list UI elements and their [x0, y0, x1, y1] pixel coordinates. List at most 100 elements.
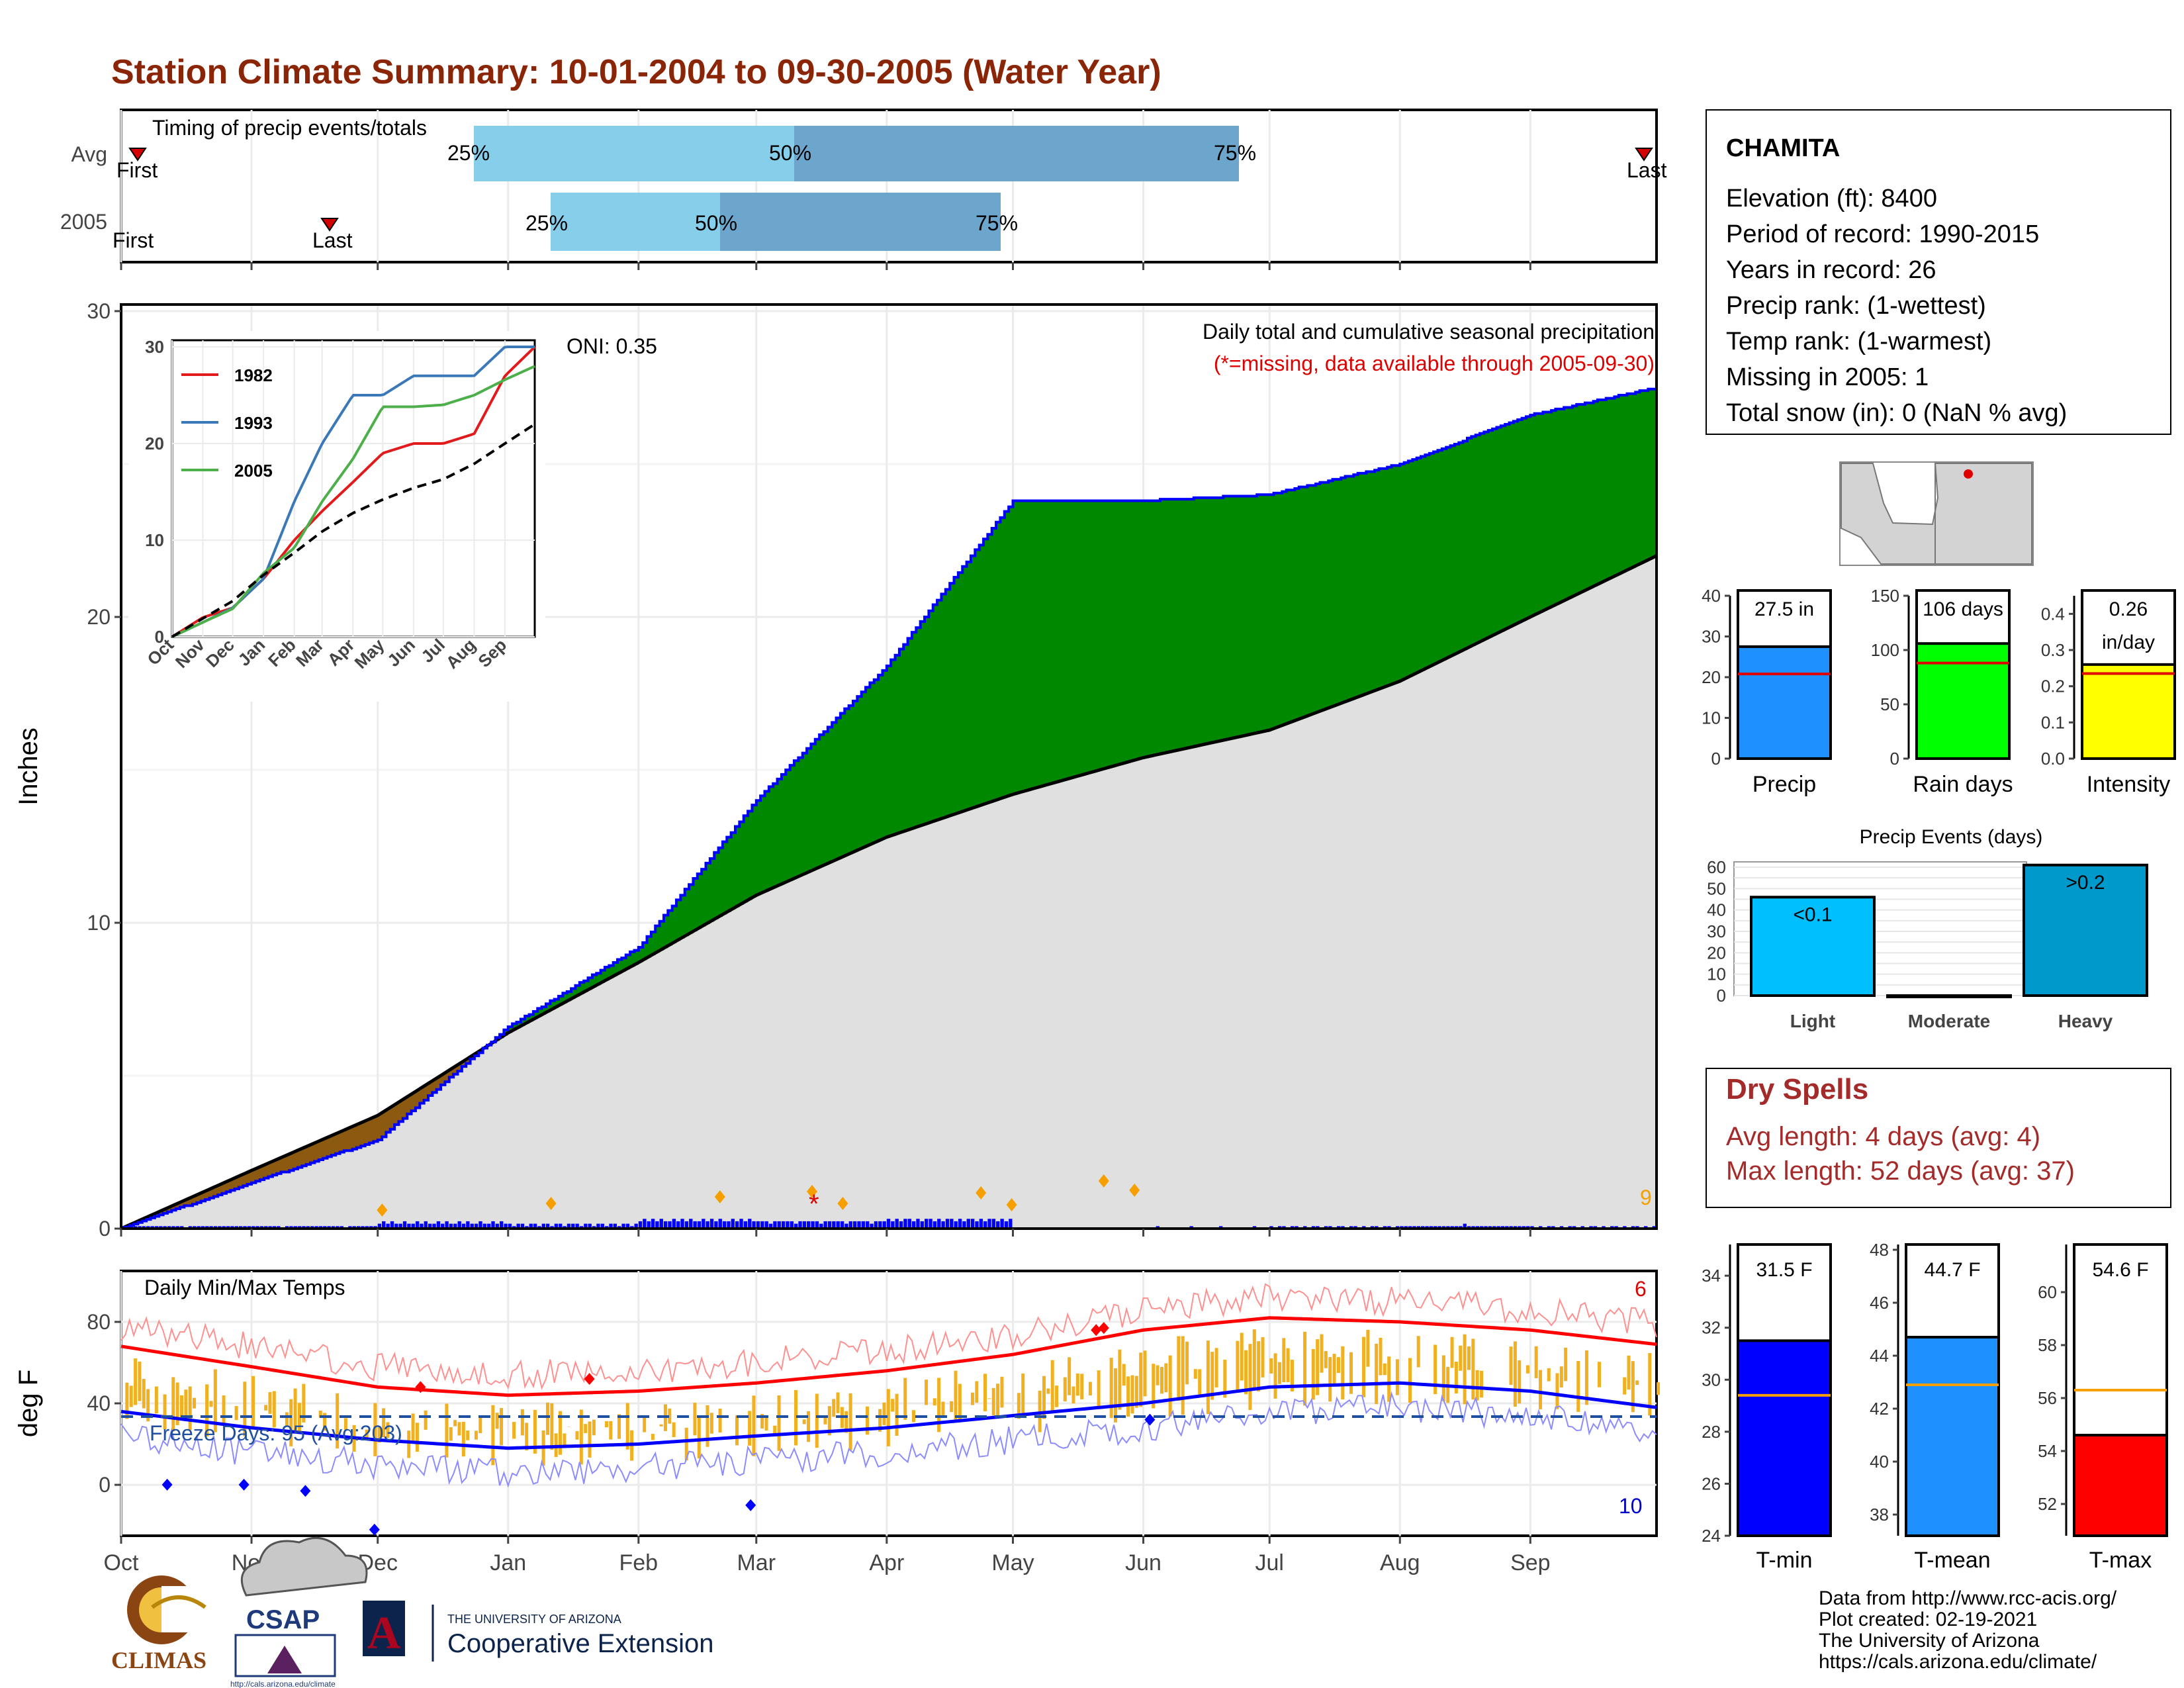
station-info-line: Total snow (in): 0 (NaN % avg)	[1726, 399, 2067, 427]
daily-temp-range-bar	[154, 1386, 158, 1414]
daily-temp-range-bar	[1547, 1368, 1551, 1382]
temp-summary-y-tick-label: 60	[2038, 1282, 2057, 1302]
daily-temp-range-bar	[794, 1389, 797, 1446]
daily-temp-range-bar	[1303, 1331, 1307, 1406]
daily-temp-range-bar	[609, 1421, 613, 1440]
daily-temp-range-bar	[179, 1395, 183, 1421]
timing-avg-bar-late	[794, 126, 1239, 181]
temp-title: Daily Min/Max Temps	[144, 1276, 345, 1299]
daily-temp-range-bar	[575, 1431, 579, 1440]
month-label: Jul	[1255, 1550, 1283, 1575]
inset-y-tick-label: 20	[145, 434, 164, 453]
daily-precip-bar	[621, 1223, 625, 1229]
daily-temp-range-bar	[1648, 1353, 1652, 1416]
daily-precip-bar	[474, 1223, 478, 1229]
daily-temp-range-bar	[1126, 1376, 1130, 1417]
daily-precip-bar	[709, 1219, 714, 1229]
daily-precip-bar	[571, 1223, 575, 1229]
daily-temp-range-bar	[1193, 1369, 1197, 1379]
precip-events-bar-label: >0.2	[2066, 872, 2105, 894]
daily-temp-range-bar	[1459, 1345, 1463, 1371]
daily-temp-range-bar	[1071, 1386, 1075, 1404]
precip-event-count: 9	[1640, 1186, 1652, 1209]
daily-precip-bar	[987, 1219, 991, 1229]
precip-events-y-tick: 20	[1707, 943, 1726, 962]
daily-temp-range-bar	[323, 1413, 327, 1431]
record-low-marker	[300, 1485, 311, 1497]
precip-caption: Daily total and cumulative seasonal prec…	[1203, 320, 1655, 344]
dry-spells-avg: Avg length: 4 days (avg: 4)	[1726, 1122, 2040, 1151]
summary-bar-label: Rain days	[1913, 772, 2013, 797]
daily-temp-range-bar	[1375, 1343, 1379, 1405]
daily-temp-range-bar	[1055, 1385, 1059, 1407]
daily-temp-range-bar	[903, 1378, 907, 1420]
daily-temp-range-bar	[886, 1389, 890, 1446]
page-title: Station Climate Summary: 10-01-2004 to 0…	[111, 53, 1161, 91]
daily-temp-range-bar	[1000, 1376, 1004, 1408]
daily-precip-bar	[441, 1223, 445, 1229]
inset-series-line	[171, 423, 536, 638]
temp-summary-y-tick-label: 24	[1702, 1526, 1721, 1546]
temp-summary-y-tick-label: 42	[1870, 1399, 1889, 1419]
daily-precip-bar	[445, 1221, 449, 1229]
daily-precip-bar	[504, 1223, 508, 1229]
daily-precip-bar	[907, 1219, 911, 1229]
daily-temp-range-bar	[377, 1427, 381, 1443]
daily-temp-range-bar	[996, 1383, 1000, 1417]
daily-temp-range-bar	[659, 1424, 663, 1427]
daily-temp-range-bar	[407, 1430, 411, 1458]
daily-temp-range-bar	[1130, 1375, 1134, 1414]
temp-summary-y-tick-label: 26	[1702, 1474, 1721, 1493]
daily-precip-bar	[840, 1221, 844, 1229]
precip-events-bar	[1886, 994, 2012, 998]
inset-legend-label: 2005	[234, 461, 273, 481]
daily-precip-bar	[386, 1223, 390, 1229]
daily-temp-range-bar	[222, 1395, 226, 1425]
temp-summary-bar	[2073, 1434, 2168, 1537]
daily-temp-range-bar	[1362, 1336, 1366, 1397]
footer-line-1: Data from http://www.rcc-acis.org/	[1819, 1587, 2117, 1609]
daily-precip-bar	[979, 1219, 983, 1229]
daily-precip-bar	[415, 1221, 420, 1229]
daily-precip-bar	[739, 1219, 743, 1229]
location-map	[1839, 461, 2034, 566]
temp-summary-y-tick-label: 54	[2038, 1441, 2057, 1461]
precip-events-y-tick: 50	[1707, 878, 1726, 898]
precip-events-bar	[2023, 863, 2148, 998]
daily-temp-range-bar	[777, 1395, 781, 1451]
daily-temp-range-bar	[950, 1401, 954, 1413]
daily-precip-bar	[545, 1223, 550, 1229]
daily-temp-range-bar	[343, 1418, 347, 1430]
daily-precip-bar	[609, 1223, 613, 1229]
daily-temp-range-bar	[1332, 1354, 1336, 1384]
daily-precip-bar	[470, 1223, 474, 1229]
month-label: Feb	[619, 1550, 659, 1575]
daily-temp-range-bar	[760, 1413, 764, 1429]
daily-precip-bar	[693, 1221, 697, 1229]
daily-temp-range-bar	[958, 1383, 962, 1422]
daily-precip-bar	[852, 1221, 857, 1229]
daily-temp-range-bar	[807, 1411, 811, 1442]
daily-precip-bar	[966, 1219, 970, 1229]
heavy-event-marker	[545, 1197, 557, 1210]
daily-precip-bar	[390, 1221, 394, 1229]
record-low-marker	[369, 1523, 380, 1536]
daily-precip-bar	[420, 1223, 424, 1229]
daily-precip-bar	[647, 1221, 651, 1229]
daily-precip-bar	[457, 1221, 461, 1229]
daily-temp-range-bar	[815, 1393, 819, 1448]
daily-temp-range-bar	[1471, 1338, 1475, 1400]
daily-temp-range-bar	[1164, 1363, 1168, 1393]
daily-precip-bar	[1463, 1223, 1467, 1229]
daily-precip-bar	[886, 1219, 891, 1229]
daily-temp-range-bar	[495, 1413, 499, 1429]
daily-precip-bar	[748, 1219, 752, 1229]
daily-temp-range-bar	[520, 1409, 524, 1436]
precip-avg-line	[120, 554, 1658, 1231]
daily-temp-range-bar	[411, 1413, 415, 1441]
timing-2005-last-marker	[320, 218, 339, 232]
daily-precip-bar	[832, 1221, 836, 1229]
daily-temp-range-bar	[1395, 1359, 1399, 1395]
daily-temp-range-bar	[987, 1398, 991, 1399]
